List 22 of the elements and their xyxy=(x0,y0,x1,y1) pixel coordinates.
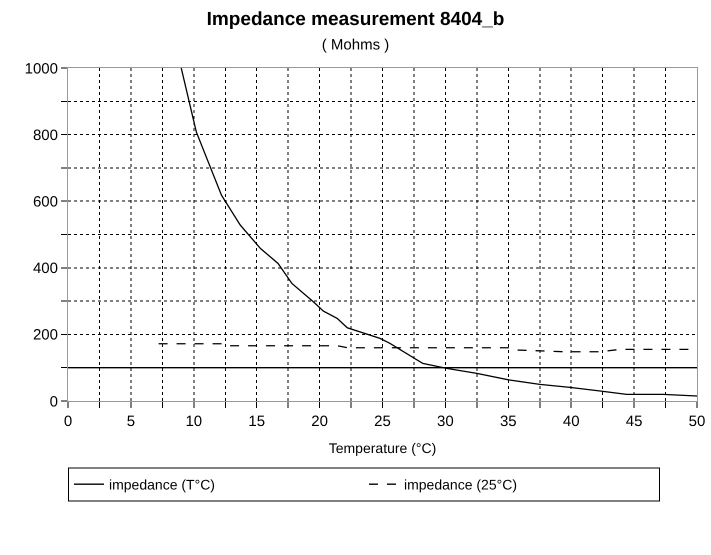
x-tick-label: 35 xyxy=(500,413,517,430)
x-axis-title: Temperature (°C) xyxy=(328,440,436,456)
x-tick-label: 45 xyxy=(626,413,642,430)
chart-subtitle: ( Mohms ) xyxy=(322,36,390,54)
y-tick-label: 600 xyxy=(32,193,58,210)
y-tick-label: 800 xyxy=(32,126,58,144)
y-tick-label: 200 xyxy=(32,326,58,344)
y-tick-label: 1000 xyxy=(24,60,58,78)
x-tick-label: 15 xyxy=(248,413,266,430)
x-tick-label: 30 xyxy=(437,413,454,430)
x-tick-label: 0 xyxy=(64,413,72,430)
x-tick-label: 20 xyxy=(311,413,328,430)
x-tick-label: 5 xyxy=(126,413,136,430)
x-tick-label: 40 xyxy=(562,413,580,430)
legend-label: impedance (25°C) xyxy=(404,476,517,493)
chart-title: Impedance measurement 8404_b xyxy=(206,8,504,30)
y-tick-label: 0 xyxy=(50,393,58,410)
legend-label: impedance (T°C) xyxy=(109,476,215,493)
x-tick-label: 25 xyxy=(374,413,391,430)
y-tick-label: 400 xyxy=(32,260,58,278)
x-tick-label: 10 xyxy=(185,413,202,430)
x-tick-label: 50 xyxy=(688,413,706,430)
